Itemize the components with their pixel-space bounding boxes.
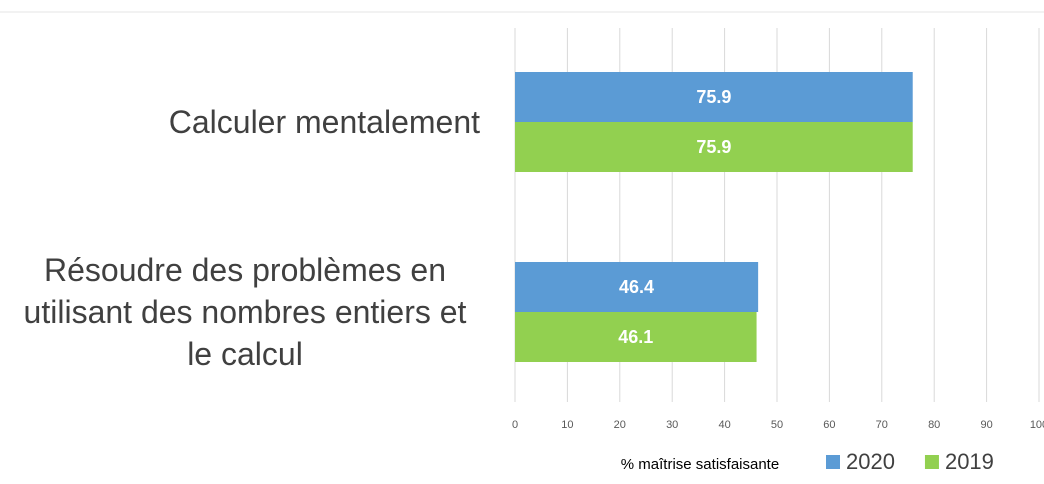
x-tick-label: 100 bbox=[1030, 419, 1044, 431]
x-tick-label: 20 bbox=[614, 419, 626, 431]
x-tick-label: 70 bbox=[876, 419, 888, 431]
data-label: 46.4 bbox=[619, 277, 654, 297]
category-label-box: Résoudre des problèmes en utilisant des … bbox=[10, 249, 480, 375]
bar bbox=[515, 72, 913, 122]
data-label: 75.9 bbox=[696, 87, 731, 107]
x-tick-label: 80 bbox=[928, 419, 940, 431]
y-tick-label: Calculer mentalement bbox=[168, 104, 480, 140]
legend-swatch bbox=[924, 455, 939, 469]
x-tick-label: 10 bbox=[561, 419, 573, 431]
bar bbox=[515, 262, 759, 312]
y-tick-label: Résoudre des problèmes en utilisant des … bbox=[23, 252, 467, 372]
x-tick-label: 90 bbox=[980, 419, 992, 431]
legend-label: 2019 bbox=[945, 449, 994, 474]
x-axis-label: % maîtrise satisfaisante bbox=[621, 456, 779, 473]
data-label: 75.9 bbox=[696, 137, 731, 157]
category-label-box: Calculer mentalement bbox=[10, 101, 480, 143]
bar bbox=[515, 312, 757, 362]
legend-label: 2020 bbox=[846, 449, 895, 474]
data-label: 46.1 bbox=[618, 327, 653, 347]
x-tick-label: 0 bbox=[512, 419, 518, 431]
x-tick-label: 30 bbox=[666, 419, 678, 431]
legend-swatch bbox=[826, 455, 840, 469]
x-tick-label: 40 bbox=[718, 419, 730, 431]
x-tick-label: 60 bbox=[823, 419, 835, 431]
x-tick-label: 50 bbox=[771, 419, 783, 431]
bar bbox=[515, 122, 913, 172]
